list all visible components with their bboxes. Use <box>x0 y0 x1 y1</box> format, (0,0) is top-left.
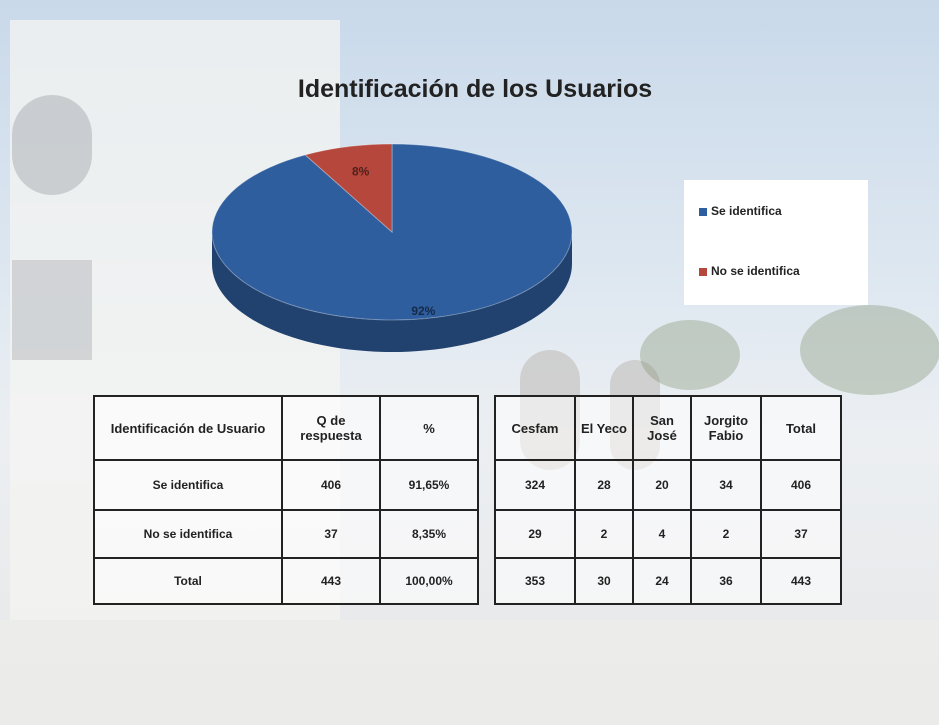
tree <box>640 320 740 390</box>
table-cell: Jorgito Fabio <box>690 395 762 461</box>
pie-slice <box>211 143 573 321</box>
legend-label: No se identifica <box>711 264 800 278</box>
data-label: 8% <box>352 165 370 179</box>
legend-swatch <box>699 268 707 276</box>
data-table: Cesfam El Yeco San José Jorgito Fabio Total 3… <box>494 395 842 605</box>
table-cell: 443 <box>760 557 842 605</box>
table-cell: 8,35% <box>379 509 479 559</box>
table-cell: San José <box>632 395 692 461</box>
table-cell: 2 <box>690 509 762 559</box>
table-cell: 406 <box>281 459 381 511</box>
table-row: No se identifica 37 8,35% <box>93 509 479 559</box>
table-cell: El Yeco <box>574 395 634 461</box>
table-row: Se identifica 406 91,65% <box>93 459 479 511</box>
table-cell: Identificación de Usuario <box>93 395 283 461</box>
table-cell: 36 <box>690 557 762 605</box>
table-cell: 34 <box>690 459 762 511</box>
header-row: Identificación de Usuario Q de respuesta% <box>93 395 479 461</box>
window <box>12 95 92 195</box>
legend-swatch <box>699 208 707 216</box>
table-row: 324 28 20 34 406 <box>494 459 842 511</box>
pie-slice <box>304 143 393 234</box>
table-cell: 91,65% <box>379 459 479 511</box>
window <box>12 260 92 360</box>
table-cell: 20 <box>632 459 692 511</box>
legend <box>684 180 868 305</box>
table-cell: 28 <box>574 459 634 511</box>
chart-title: Identificación de los Usuarios <box>298 75 652 103</box>
table-cell: No se identifica <box>93 509 283 559</box>
table-row: 353 30 24 36 443 <box>494 557 842 605</box>
table-cell: % <box>379 395 479 461</box>
table-cell: 100,00% <box>379 557 479 605</box>
table-cell: 353 <box>494 557 576 605</box>
header-row: Cesfam El Yeco San José Jorgito Fabio Total <box>494 395 842 461</box>
table-cell: 2 <box>574 509 634 559</box>
table-cell: 443 <box>281 557 381 605</box>
table-cell: Total <box>93 557 283 605</box>
table-cell: 29 <box>494 509 576 559</box>
table-cell: 30 <box>574 557 634 605</box>
data-label: 92% <box>411 304 435 318</box>
table-cell: 37 <box>760 509 842 559</box>
table-cell: Se identifica <box>93 459 283 511</box>
pie-side <box>212 232 572 352</box>
table-row: Total 443 100,00% <box>93 557 479 605</box>
ground <box>0 620 939 725</box>
table-cell: Cesfam <box>494 395 576 461</box>
legend-label: Se identifica <box>711 204 782 218</box>
tree <box>800 305 939 395</box>
table-cell: 24 <box>632 557 692 605</box>
table-cell: 37 <box>281 509 381 559</box>
data-table: Identificación de Usuario Q de respuesta%… <box>93 395 479 605</box>
table-cell: 324 <box>494 459 576 511</box>
table-cell: 406 <box>760 459 842 511</box>
table-cell: Total <box>760 395 842 461</box>
table-cell: Q de respuesta <box>281 395 381 461</box>
table-row: 29 2 4 2 37 <box>494 509 842 559</box>
table-cell: 4 <box>632 509 692 559</box>
